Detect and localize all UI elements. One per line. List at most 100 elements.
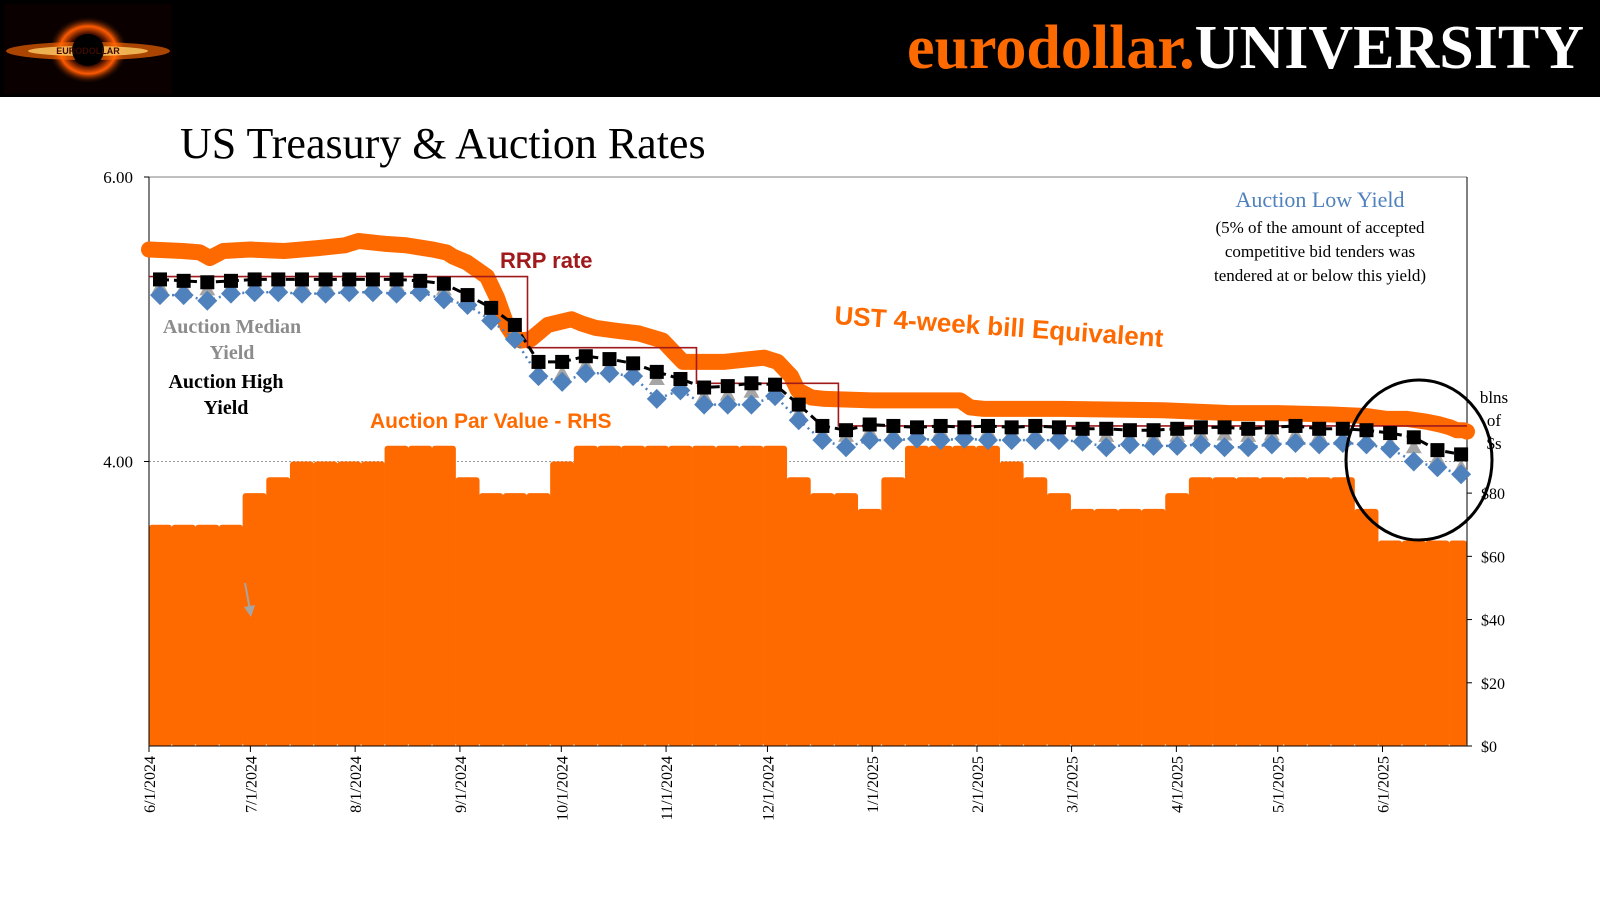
low-yield-marker — [694, 394, 715, 415]
median-yield-label-line1: Auction Median — [163, 316, 301, 338]
high-yield-marker — [1359, 423, 1374, 438]
par-value-bar — [763, 445, 788, 746]
right-tick-label: $40 — [1481, 613, 1505, 630]
low-yield-marker — [836, 437, 857, 458]
ust-bill-label: UST 4-week bill Equivalent — [834, 300, 1165, 353]
low-yield-marker — [1167, 435, 1188, 456]
rrp-rate-line — [149, 275, 1467, 427]
high-yield-marker — [1217, 420, 1232, 435]
low-yield-marker — [173, 285, 194, 306]
brand-part-eurodollar: eurodollar. — [907, 14, 1195, 82]
high-yield-marker — [649, 364, 664, 379]
median-yield-marker — [743, 383, 760, 398]
low-yield-marker — [1025, 430, 1046, 451]
par-value-bar — [1094, 508, 1119, 746]
low-yield-marker — [1001, 430, 1022, 451]
low-yield-marker — [528, 366, 549, 387]
par-value-bar — [526, 493, 551, 746]
par-value-bar — [360, 461, 385, 746]
high-yield-marker — [342, 272, 357, 287]
low-yield-marker — [883, 430, 904, 451]
low-yield-marker — [504, 329, 525, 350]
par-value-bar — [810, 493, 835, 746]
low-yield-marker — [788, 410, 809, 431]
par-value-bar — [266, 477, 291, 746]
low-yield-marker — [741, 394, 762, 415]
right-tick-label: $60 — [1481, 549, 1505, 566]
right-tick-label: $20 — [1481, 676, 1505, 693]
low-yield-marker — [1190, 434, 1211, 455]
high-yield-marker — [318, 272, 333, 287]
high-yield-marker — [531, 354, 546, 369]
right-axis-unit-line1: blns — [1480, 388, 1508, 407]
par-value-bar — [479, 493, 504, 746]
left-tick-label: 6.00 — [103, 168, 133, 187]
low-yield-marker — [646, 388, 667, 409]
par-value-bar — [1378, 540, 1403, 746]
high-yield-marker — [1312, 421, 1327, 436]
high-yield-marker — [555, 354, 570, 369]
par-value-bar — [975, 445, 1000, 746]
high-yield-marker — [578, 349, 593, 364]
high-yield-label-line1: Auction High — [168, 371, 283, 393]
low-yield-title: Auction Low Yield — [1235, 187, 1404, 212]
par-value-bar — [1354, 508, 1379, 746]
high-yield-marker — [1430, 443, 1445, 458]
high-yield-marker — [1264, 420, 1279, 435]
par-value-bar — [597, 445, 622, 746]
x-tick-label: 5/1/2025 — [1271, 756, 1288, 813]
high-yield-marker — [980, 418, 995, 433]
par-value-bar — [573, 445, 598, 746]
par-value-bar — [1236, 477, 1261, 746]
left-tick-label: 4.00 — [103, 453, 133, 472]
high-yield-marker — [1099, 421, 1114, 436]
high-yield-marker — [1004, 420, 1019, 435]
par-value-bar — [1259, 477, 1284, 746]
high-yield-marker — [1383, 426, 1398, 441]
low-yield-marker — [268, 282, 289, 303]
x-tick-label: 1/1/2025 — [865, 756, 882, 813]
median-yield-marker — [719, 386, 736, 401]
low-yield-marker — [386, 283, 407, 304]
low-yield-marker — [1356, 434, 1377, 455]
high-yield-marker — [602, 352, 617, 367]
par-value-bar — [242, 493, 267, 746]
par-value-bar — [834, 493, 859, 746]
par-value-bar — [644, 445, 669, 746]
par-value-bar — [550, 461, 575, 746]
high-yield-marker — [697, 380, 712, 395]
high-yield-marker — [484, 300, 499, 315]
low-yield-marker — [1380, 438, 1401, 459]
low-yield-note-line3: tendered at or below this yield) — [1214, 266, 1426, 285]
par-value-bar — [881, 477, 906, 746]
par-value-bar — [1449, 540, 1467, 746]
high-yield-marker — [200, 275, 215, 290]
low-yield-note-line2: competitive bid tenders was — [1225, 242, 1415, 261]
x-tick-label: 8/1/2024 — [348, 756, 365, 813]
high-yield-marker — [1193, 420, 1208, 435]
brand-name: eurodollar.UNIVERSITY — [907, 8, 1584, 88]
par-value-bar — [1307, 477, 1332, 746]
par-value-bar — [195, 524, 220, 746]
par-value-bar — [337, 461, 362, 746]
high-yield-marker — [1075, 421, 1090, 436]
high-yield-marker — [1335, 421, 1350, 436]
high-yield-marker — [1051, 420, 1066, 435]
auction-markers — [150, 272, 1472, 485]
low-yield-note-line1: (5% of the amount of accepted — [1215, 218, 1425, 237]
right-axis-unit-line2: of — [1487, 411, 1502, 430]
low-yield-marker — [150, 285, 170, 306]
par-value-bar — [1401, 540, 1426, 746]
par-value-bar — [1330, 477, 1355, 746]
low-yield-marker — [859, 430, 880, 451]
high-yield-marker — [862, 417, 877, 432]
low-yield-marker — [623, 366, 644, 387]
low-yield-marker — [575, 363, 596, 384]
par-value-bar — [149, 524, 172, 746]
x-tick-label: 2/1/2025 — [970, 756, 987, 813]
par-value-bar — [668, 445, 693, 746]
low-yield-marker — [1403, 451, 1424, 472]
low-yield-marker — [197, 290, 218, 311]
chart-title: US Treasury & Auction Rates — [180, 119, 706, 168]
